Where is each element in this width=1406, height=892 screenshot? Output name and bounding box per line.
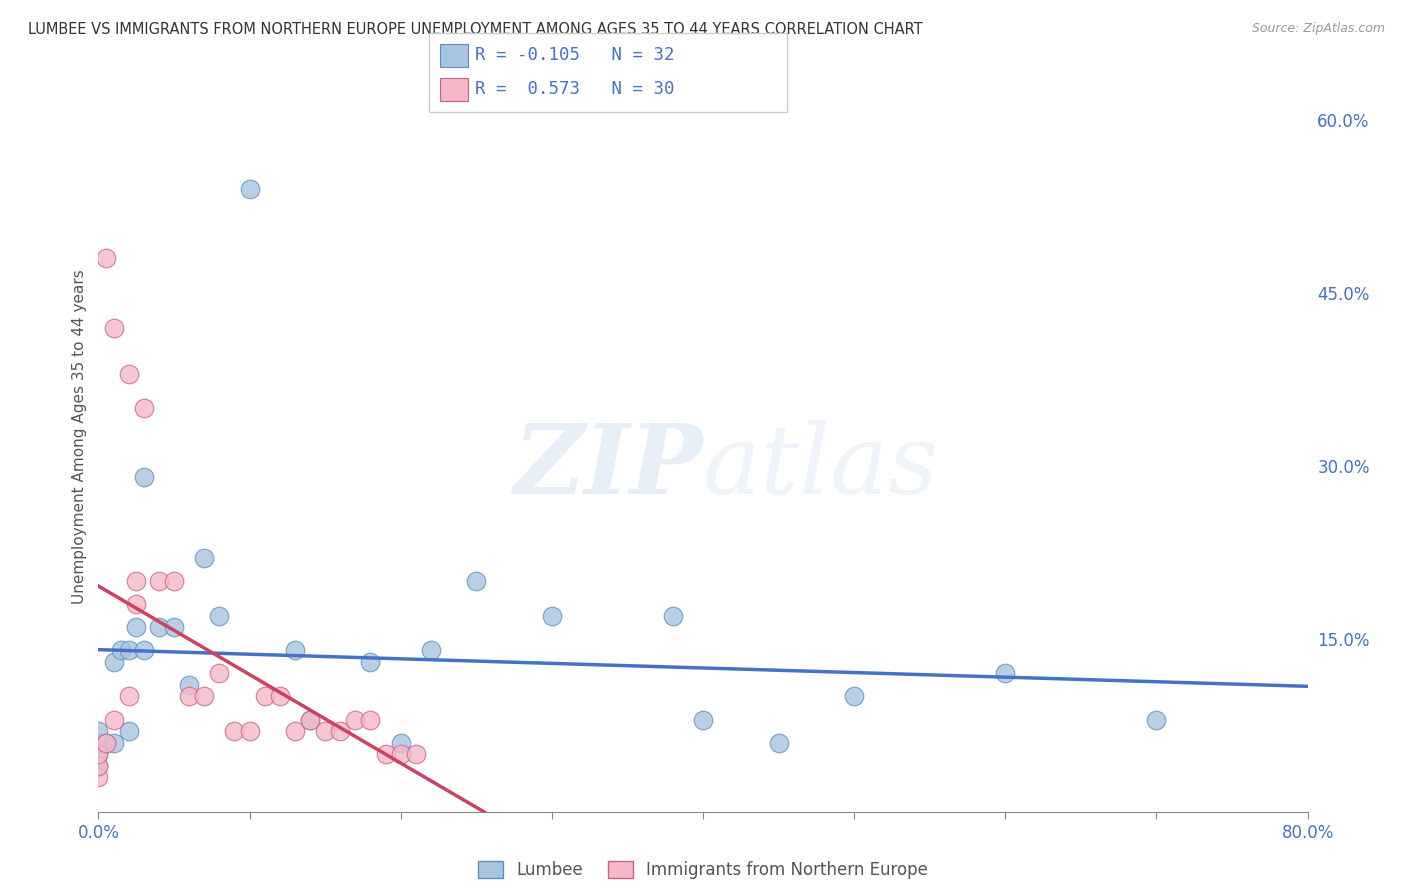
Point <box>148 620 170 634</box>
Point <box>208 608 231 623</box>
Point <box>299 713 322 727</box>
Point <box>661 608 683 623</box>
Text: Source: ZipAtlas.com: Source: ZipAtlas.com <box>1251 22 1385 36</box>
Point <box>193 690 215 704</box>
Point <box>299 713 322 727</box>
Point <box>87 770 110 784</box>
Point <box>87 735 110 749</box>
Point <box>389 735 412 749</box>
Point <box>329 724 352 739</box>
Point <box>344 713 367 727</box>
Point <box>118 367 141 381</box>
Y-axis label: Unemployment Among Ages 35 to 44 years: Unemployment Among Ages 35 to 44 years <box>72 269 87 605</box>
Point <box>94 252 117 266</box>
Text: ZIP: ZIP <box>513 420 703 514</box>
Point <box>87 758 110 772</box>
Point <box>87 758 110 772</box>
Point <box>125 597 148 611</box>
Point <box>103 320 125 334</box>
Point <box>389 747 412 761</box>
Point <box>314 724 336 739</box>
Point <box>179 678 201 692</box>
Point <box>360 713 382 727</box>
Point <box>94 735 117 749</box>
Point <box>87 747 110 761</box>
Point <box>103 735 125 749</box>
Point <box>284 724 307 739</box>
Text: R = -0.105   N = 32: R = -0.105 N = 32 <box>475 46 675 64</box>
Point <box>208 666 231 681</box>
Point <box>148 574 170 589</box>
Point <box>420 643 443 657</box>
Point <box>374 747 396 761</box>
Text: LUMBEE VS IMMIGRANTS FROM NORTHERN EUROPE UNEMPLOYMENT AMONG AGES 35 TO 44 YEARS: LUMBEE VS IMMIGRANTS FROM NORTHERN EUROP… <box>28 22 922 37</box>
Point <box>87 747 110 761</box>
Point <box>253 690 276 704</box>
Point <box>540 608 562 623</box>
Point <box>132 643 155 657</box>
Point <box>132 470 155 484</box>
Point <box>692 713 714 727</box>
Point <box>768 735 790 749</box>
Point <box>465 574 488 589</box>
Point <box>132 401 155 416</box>
Point <box>405 747 427 761</box>
Point <box>118 643 141 657</box>
Point <box>179 690 201 704</box>
Point <box>1144 713 1167 727</box>
Point <box>110 643 132 657</box>
Point <box>163 574 186 589</box>
Point <box>118 724 141 739</box>
Point <box>87 724 110 739</box>
Point <box>118 690 141 704</box>
Point <box>269 690 291 704</box>
Point <box>239 724 262 739</box>
Point <box>94 735 117 749</box>
Text: atlas: atlas <box>703 420 939 514</box>
Point <box>193 551 215 566</box>
Point <box>844 690 866 704</box>
Point <box>284 643 307 657</box>
Point <box>224 724 246 739</box>
Text: R =  0.573   N = 30: R = 0.573 N = 30 <box>475 80 675 98</box>
Point <box>103 713 125 727</box>
Point <box>360 655 382 669</box>
Point <box>125 574 148 589</box>
Point <box>103 655 125 669</box>
Point <box>239 182 262 196</box>
Point <box>125 620 148 634</box>
Point <box>163 620 186 634</box>
Legend: Lumbee, Immigrants from Northern Europe: Lumbee, Immigrants from Northern Europe <box>471 855 935 886</box>
Point <box>994 666 1017 681</box>
